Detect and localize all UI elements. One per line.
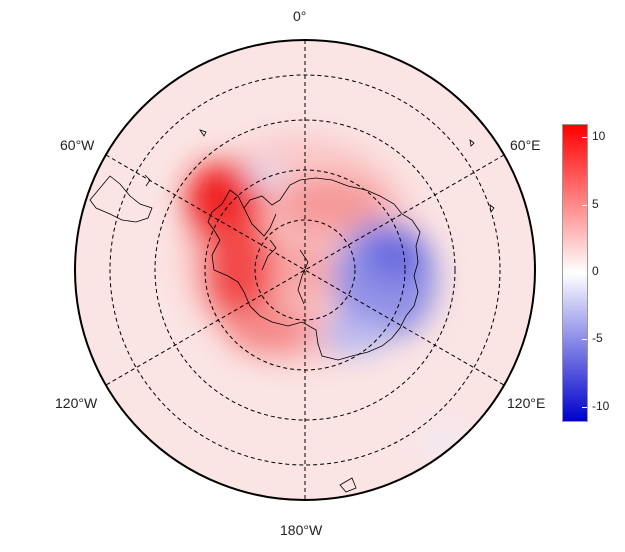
colorbar-tick-label: 10 [592,129,606,144]
colorbar-tick-label: 0 [592,264,599,278]
colorbar-tick-label: -5 [592,331,603,346]
coastlines [89,129,495,493]
colorbar-gradient [562,124,588,422]
graticule [105,40,505,500]
colorbar-tick-mark [582,272,587,273]
label-lon-upper-left: 60°W [60,137,95,153]
colorbar: 10 5 0 -5 -10 [562,124,622,424]
label-lon-top: 0° [293,8,307,24]
label-lon-upper-right: 60°E [510,137,541,153]
colorbar-tick-label: 5 [592,196,599,211]
colorbar-tick-label: -10 [592,398,610,413]
colorbar-tick-mark [582,339,587,341]
map-boundary [74,39,536,501]
colorbar-tick-mark [582,137,587,139]
label-lon-lower-left: 120°W [55,395,98,411]
colorbar-tick-mark [582,204,587,206]
label-lon-lower-right: 120°E [507,395,546,411]
label-lon-bottom: 180°W [280,522,323,538]
colorbar-tick-mark [582,406,587,408]
